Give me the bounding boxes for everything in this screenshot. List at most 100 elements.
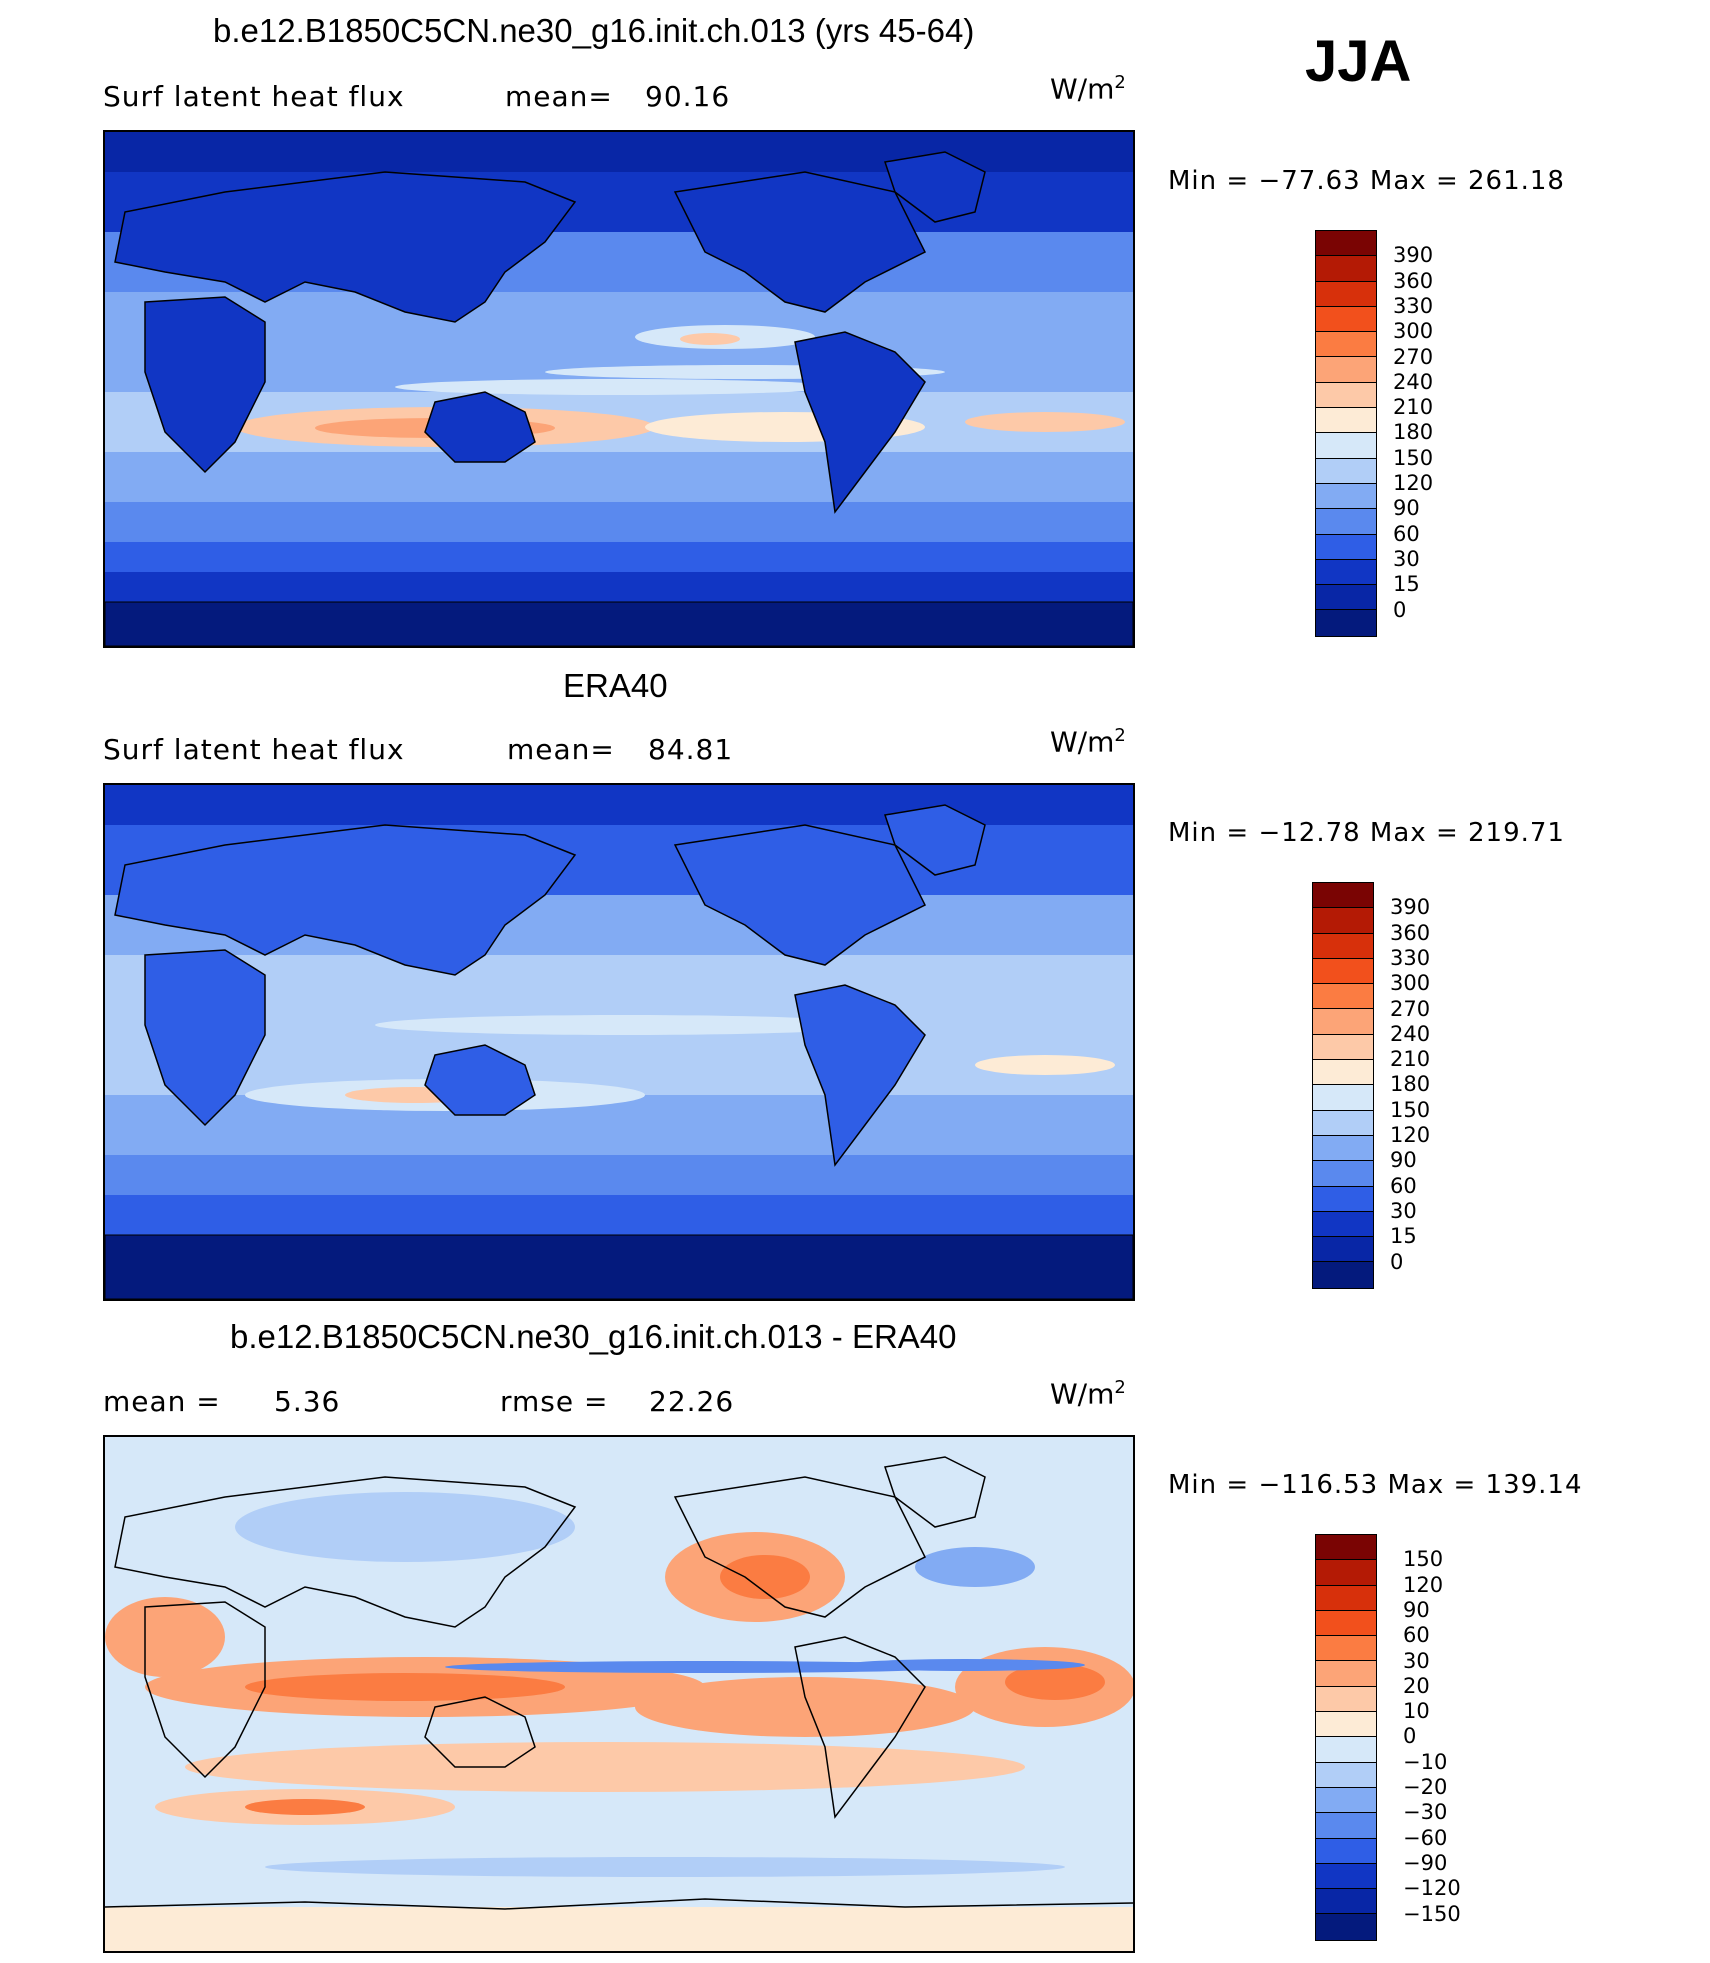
colorbar-swatch — [1313, 1186, 1373, 1212]
panel-title-model: b.e12.B1850C5CN.ne30_g16.init.ch.013 (yr… — [213, 12, 975, 49]
colorbar-tick-label: 300 — [1393, 319, 1434, 344]
colorbar-swatch — [1316, 1535, 1376, 1561]
colorbar-swatch — [1313, 933, 1373, 959]
colorbar-tick-label: 210 — [1393, 395, 1434, 420]
colorbar-tick-label: 0 — [1403, 1724, 1417, 1749]
colorbar-swatch — [1316, 483, 1376, 510]
colorbar-swatch — [1316, 281, 1376, 307]
colorbar-tick-label: 120 — [1390, 1123, 1431, 1147]
colorbar-swatch — [1313, 883, 1373, 909]
colorbar-tick-label: 150 — [1393, 445, 1434, 470]
map-model — [103, 130, 1135, 648]
colorbar-swatch — [1316, 1737, 1376, 1763]
colorbar-tick-label: 20 — [1403, 1673, 1430, 1698]
colorbar-tick-label: 150 — [1390, 1097, 1431, 1122]
minmax-label: Min = −116.53 Max = 139.14 — [1168, 1470, 1583, 1500]
map-obs — [103, 783, 1135, 1301]
colorbar-swatch — [1316, 332, 1376, 358]
colorbar-tick-label: 30 — [1390, 1198, 1417, 1223]
colorbar-tick-label: 0 — [1390, 1249, 1404, 1274]
colorbar-tick-label: 15 — [1393, 572, 1420, 597]
units-label: W/m2 — [1050, 1377, 1126, 1411]
colorbar-tick-label: 270 — [1393, 344, 1434, 369]
colorbar-tick-label: 60 — [1390, 1173, 1417, 1198]
colorbar-tick-label: 90 — [1390, 1148, 1417, 1173]
colorbar-swatch — [1316, 1661, 1376, 1687]
panel-title-obs: ERA40 — [563, 667, 668, 704]
colorbar-swatch — [1316, 408, 1376, 434]
colorbar-swatch — [1316, 433, 1376, 459]
colorbar-swatch — [1316, 1863, 1376, 1890]
colorbar-tick-label: 210 — [1390, 1047, 1431, 1072]
colorbar-tick-label: 90 — [1403, 1597, 1430, 1622]
colorbar-swatch — [1316, 231, 1376, 257]
colorbar-swatch — [1316, 1610, 1376, 1637]
colorbar-tick-label: −10 — [1403, 1749, 1448, 1774]
colorbar-tick-label: 390 — [1390, 895, 1431, 920]
colorbar-swatch — [1313, 1211, 1373, 1238]
colorbar-tick-label: 180 — [1393, 420, 1434, 445]
colorbar-swatch — [1316, 1889, 1376, 1915]
minmax-label: Min = −12.78 Max = 219.71 — [1168, 818, 1565, 848]
colorbar-tick-label: −20 — [1403, 1775, 1448, 1799]
colorbar-tick-label: 360 — [1390, 920, 1431, 945]
colorbar-swatch — [1316, 357, 1376, 383]
minmax-label: Min = −77.63 Max = 261.18 — [1168, 166, 1565, 196]
mean-value: 5.36 — [274, 1385, 341, 1418]
colorbar-swatch — [1313, 1135, 1373, 1162]
colorbar-model — [1315, 230, 1377, 637]
colorbar-tick-label: 330 — [1390, 945, 1431, 970]
colorbar-swatch — [1313, 1034, 1373, 1061]
colorbar-swatch — [1316, 256, 1376, 282]
colorbar-tick-label: 150 — [1403, 1547, 1444, 1572]
units-label: W/m2 — [1050, 725, 1126, 759]
colorbar-obs — [1312, 882, 1374, 1289]
colorbar-swatch — [1316, 1636, 1376, 1662]
variable-label: Surf latent heat flux — [103, 733, 405, 766]
colorbar-swatch — [1313, 1009, 1373, 1035]
colorbar-swatch — [1313, 1085, 1373, 1111]
colorbar-tick-label: 240 — [1390, 1021, 1431, 1046]
mean-label: mean= — [505, 80, 613, 113]
colorbar-tick-label: −90 — [1403, 1850, 1448, 1875]
colorbar-swatch — [1316, 1813, 1376, 1839]
colorbar-tick-label: −60 — [1403, 1825, 1448, 1850]
colorbar-swatch — [1316, 509, 1376, 535]
colorbar-swatch — [1316, 1838, 1376, 1864]
colorbar-swatch — [1316, 1762, 1376, 1788]
season-label: JJA — [1305, 29, 1412, 94]
colorbar-tick-label: 180 — [1390, 1072, 1431, 1097]
colorbar-swatch — [1316, 1686, 1376, 1713]
colorbar-tick-label: 120 — [1403, 1572, 1444, 1597]
colorbar-swatch — [1316, 610, 1376, 636]
colorbar-tick-label: 10 — [1403, 1699, 1430, 1724]
colorbar-tick-label: −30 — [1403, 1800, 1448, 1825]
colorbar-tick-label: 30 — [1403, 1648, 1430, 1673]
colorbar-tick-label: −120 — [1403, 1876, 1461, 1901]
colorbar-tick-label: 300 — [1390, 971, 1431, 996]
colorbar-swatch — [1313, 958, 1373, 985]
colorbar-swatch — [1316, 559, 1376, 586]
colorbar-tick-label: 30 — [1393, 546, 1420, 571]
colorbar-tick-label: 90 — [1393, 496, 1420, 521]
colorbar-swatch — [1316, 1585, 1376, 1611]
rmse-value: 22.26 — [649, 1385, 735, 1418]
panel-title-diff: b.e12.B1850C5CN.ne30_g16.init.ch.013 - E… — [230, 1318, 957, 1355]
colorbar-swatch — [1316, 585, 1376, 611]
mean-label: mean = — [103, 1385, 221, 1418]
colorbar-swatch — [1313, 1060, 1373, 1086]
colorbar-tick-label: 360 — [1393, 268, 1434, 293]
map-diff — [103, 1435, 1135, 1953]
colorbar-swatch — [1316, 1560, 1376, 1586]
colorbar-swatch — [1316, 382, 1376, 409]
rmse-label: rmse = — [500, 1385, 609, 1418]
colorbar-tick-label: 330 — [1393, 293, 1434, 318]
colorbar-swatch — [1313, 1161, 1373, 1187]
colorbar-swatch — [1313, 908, 1373, 934]
colorbar-tick-label: 390 — [1393, 243, 1434, 268]
colorbar-swatch — [1316, 306, 1376, 333]
colorbar-tick-label: 60 — [1403, 1623, 1430, 1648]
colorbar-swatch — [1313, 1110, 1373, 1136]
colorbar-swatch — [1316, 1914, 1376, 1940]
colorbar-swatch — [1316, 1787, 1376, 1814]
